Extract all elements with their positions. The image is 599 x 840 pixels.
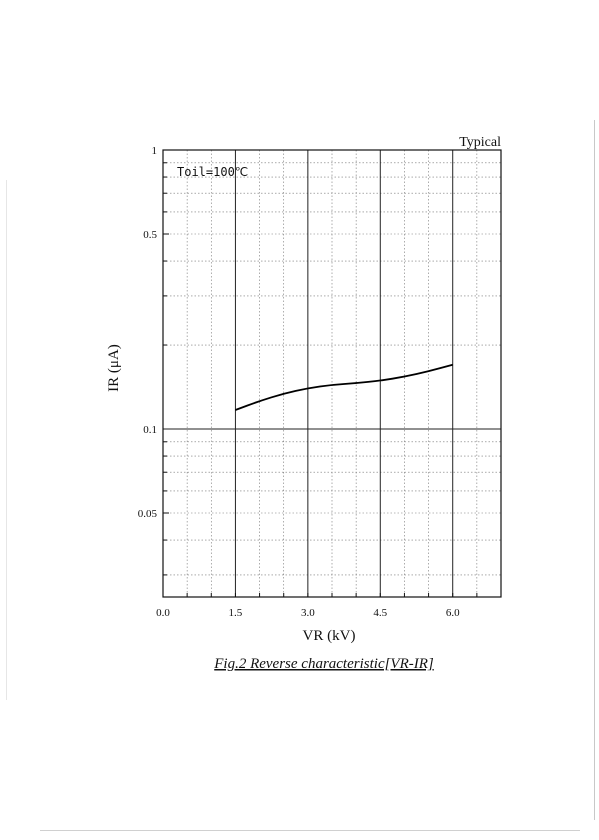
x-tick-label: 4.5: [373, 607, 387, 619]
condition-annotation: Toil=100℃: [177, 165, 248, 179]
y-tick-label: 0.1: [143, 424, 157, 436]
figure-caption: Fig.2 Reverse characteristic[VR-IR]: [213, 656, 434, 672]
series-line-ir-vs-vr: [235, 363, 453, 411]
corner-label: Typical: [459, 135, 501, 150]
x-tick-labels: 0.0 1.5 3.0 4.5 6.0: [156, 607, 460, 619]
y-tick-labels: 1 0.5 0.1 0.05: [138, 145, 158, 520]
y-tick-label: 0.5: [143, 229, 157, 241]
y-tick-label: 1: [152, 145, 158, 157]
axis-ticks: [163, 162, 478, 597]
x-tick-label: 1.5: [229, 607, 243, 619]
grid-minor: [163, 150, 501, 597]
y-axis-title: IR (μA): [106, 344, 122, 392]
series-points: [235, 365, 452, 410]
x-tick-label: 0.0: [156, 607, 170, 619]
x-tick-label: 6.0: [446, 607, 460, 619]
x-tick-label: 3.0: [301, 607, 315, 619]
x-axis-title: VR (kV): [303, 628, 356, 644]
y-tick-label: 0.05: [138, 508, 158, 520]
page-edge-bottom: [40, 830, 580, 831]
page-edge-left: [6, 180, 7, 700]
page-edge-right: [594, 120, 595, 820]
grid-major: [163, 150, 501, 597]
